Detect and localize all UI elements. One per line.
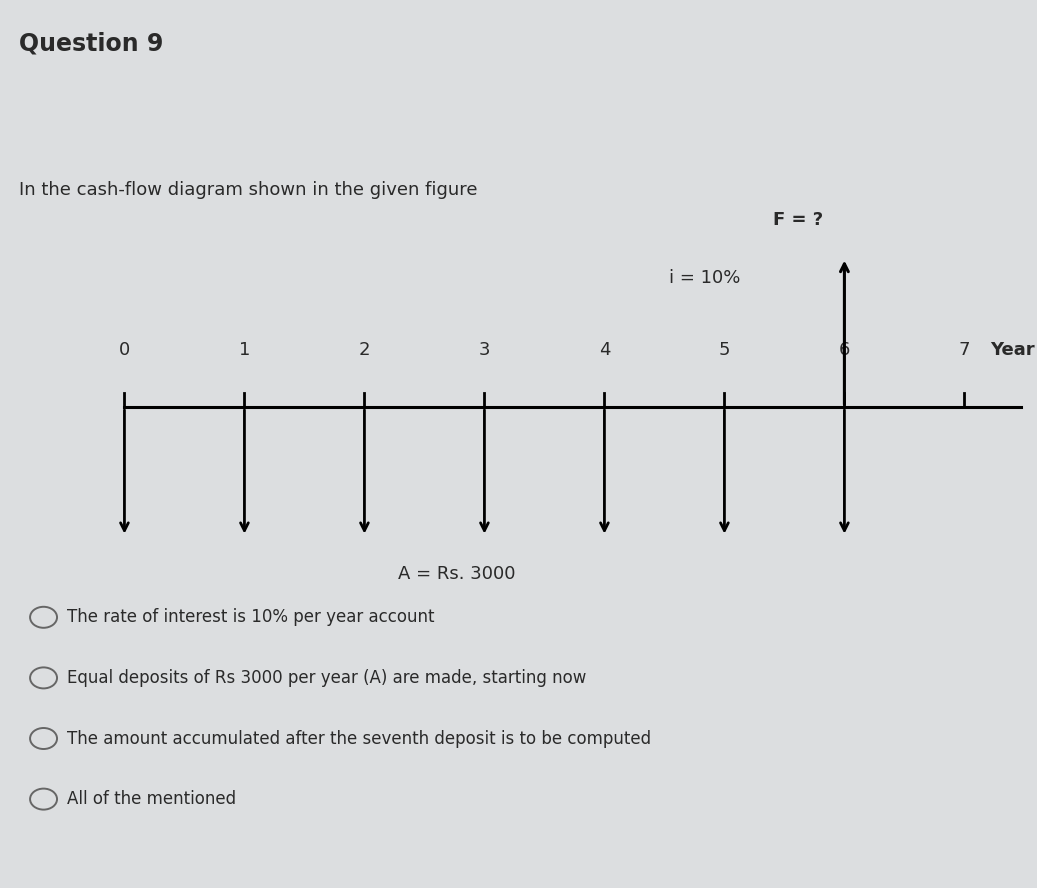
Text: All of the mentioned: All of the mentioned bbox=[67, 790, 236, 808]
Text: 7: 7 bbox=[958, 341, 971, 359]
Text: 2: 2 bbox=[359, 341, 370, 359]
Text: The amount accumulated after the seventh deposit is to be computed: The amount accumulated after the seventh… bbox=[67, 730, 651, 748]
Text: 4: 4 bbox=[598, 341, 610, 359]
Text: Equal deposits of Rs 3000 per year (A) are made, starting now: Equal deposits of Rs 3000 per year (A) a… bbox=[67, 669, 587, 687]
Text: 0: 0 bbox=[119, 341, 130, 359]
Text: i = 10%: i = 10% bbox=[669, 269, 740, 287]
Text: 5: 5 bbox=[719, 341, 730, 359]
Text: 1: 1 bbox=[239, 341, 250, 359]
Text: Year: Year bbox=[990, 341, 1035, 359]
Text: 6: 6 bbox=[839, 341, 850, 359]
Text: A = Rs. 3000: A = Rs. 3000 bbox=[397, 565, 515, 583]
Text: The rate of interest is 10% per year account: The rate of interest is 10% per year acc… bbox=[67, 608, 435, 626]
Text: In the cash-flow diagram shown in the given figure: In the cash-flow diagram shown in the gi… bbox=[19, 181, 477, 199]
Text: Question 9: Question 9 bbox=[19, 32, 163, 56]
Text: F = ?: F = ? bbox=[773, 211, 822, 229]
Text: 3: 3 bbox=[479, 341, 491, 359]
